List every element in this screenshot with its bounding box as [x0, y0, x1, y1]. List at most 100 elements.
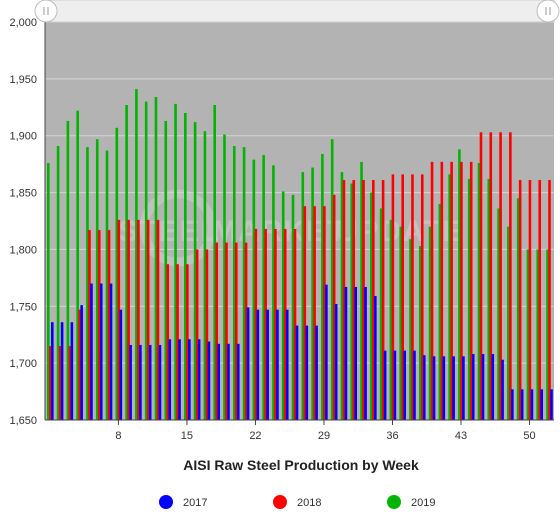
axes: 1,650 1,700 1,750 1,800 1,850 1,900 1,950 2,000… — [9, 17, 554, 442]
bar-2017-week-22 — [256, 309, 260, 420]
range-right-handle-knob — [536, 0, 560, 23]
bar-2017-week-39 — [422, 355, 426, 420]
legend-label: 2017 — [183, 497, 207, 509]
bar-2017-week-29 — [325, 284, 328, 420]
bar-2018-week-50 — [528, 180, 532, 420]
bar-2018-week-19 — [225, 242, 228, 420]
bar-2018-week-28 — [313, 206, 316, 420]
bar-2018-week-8 — [117, 219, 121, 420]
bar-2019-week-46 — [487, 178, 491, 420]
bar-2018-week-10 — [137, 219, 140, 420]
bar-2019-week-48 — [507, 226, 510, 420]
bar-2017-week-28 — [315, 325, 318, 420]
bar-2018-week-42 — [450, 161, 453, 420]
bar-2017-week-36 — [393, 350, 397, 420]
bar-2019-week-29 — [321, 153, 324, 420]
bar-2019-week-41 — [438, 203, 442, 420]
bar-2018-week-37 — [401, 174, 404, 420]
bar-2017-week-38 — [413, 350, 416, 420]
bar-2019-week-40 — [428, 226, 432, 420]
range-scrollbar[interactable] — [34, 0, 560, 23]
bar-2017-week-41 — [442, 356, 446, 420]
legend-marker — [159, 495, 173, 509]
bar-2018-week-39 — [420, 174, 424, 420]
watermark-word-market: MARKET — [212, 215, 346, 248]
bar-2019-week-32 — [350, 183, 354, 420]
bar-2019-week-21 — [242, 147, 246, 421]
bar-2019-week-4 — [76, 110, 79, 420]
bar-2017-week-48 — [511, 389, 514, 420]
bar-2018-week-17 — [205, 249, 209, 420]
bar-2019-week-1 — [47, 163, 50, 420]
bar-2017-week-52 — [550, 389, 553, 420]
bar-2018-week-4 — [78, 309, 81, 420]
bar-2019-week-11 — [144, 101, 148, 420]
bar-2019-week-50 — [526, 249, 530, 420]
bar-2018-week-5 — [88, 230, 91, 420]
bar-2019-week-24 — [272, 165, 275, 420]
range-left-handle[interactable] — [34, 0, 58, 23]
bar-2018-week-30 — [332, 194, 336, 420]
bar-2017-week-30 — [334, 304, 338, 420]
bar-2018-week-31 — [342, 180, 346, 420]
bar-2017-week-9 — [129, 344, 132, 420]
bar-2017-week-5 — [90, 283, 93, 420]
bar-2018-week-43 — [460, 161, 463, 420]
bar-2019-week-27 — [301, 172, 305, 420]
bar-2018-week-21 — [244, 242, 248, 420]
bars — [47, 89, 553, 421]
bar-2017-week-19 — [227, 343, 230, 420]
bar-2019-week-9 — [125, 105, 128, 421]
y-tick-label: 1,800 — [9, 244, 37, 256]
y-tick-label: 1,700 — [9, 358, 37, 370]
bar-2019-week-19 — [223, 134, 226, 420]
x-tick-label: 29 — [318, 430, 330, 442]
bar-2017-week-1 — [51, 322, 54, 420]
legend-label: 2019 — [411, 497, 435, 509]
bar-2017-week-40 — [432, 356, 436, 420]
bar-2017-week-27 — [305, 325, 309, 420]
x-tick-label: 43 — [455, 430, 467, 442]
bar-2018-week-52 — [548, 180, 551, 420]
range-right-handle[interactable] — [536, 0, 560, 23]
bar-2017-week-16 — [197, 339, 201, 420]
bar-2018-week-13 — [166, 264, 170, 420]
bar-2019-week-28 — [311, 167, 314, 420]
bar-2019-week-8 — [115, 127, 119, 421]
bar-2017-week-44 — [471, 354, 475, 420]
bar-2018-week-22 — [254, 228, 258, 420]
bar-2019-week-12 — [154, 97, 158, 421]
bar-2017-week-2 — [60, 322, 64, 420]
bar-2018-week-45 — [479, 132, 483, 420]
bar-2019-week-33 — [360, 161, 363, 420]
bar-2018-week-11 — [146, 219, 150, 420]
bar-2018-week-36 — [391, 174, 395, 420]
bar-2019-week-43 — [458, 149, 461, 421]
range-scrollbar-track — [47, 0, 555, 23]
bar-2018-week-12 — [156, 219, 160, 420]
bar-2019-week-30 — [330, 139, 334, 420]
bar-2018-week-7 — [107, 230, 111, 420]
bar-2018-week-27 — [303, 206, 307, 420]
bar-2019-week-52 — [546, 249, 549, 420]
bar-2017-week-6 — [99, 283, 103, 420]
bar-2017-week-4 — [80, 305, 83, 420]
bar-2018-week-41 — [440, 161, 444, 420]
y-tick-label: 2,000 — [9, 17, 37, 29]
bar-2017-week-13 — [168, 339, 172, 420]
bar-2018-week-2 — [58, 346, 62, 420]
bar-2019-week-36 — [389, 219, 393, 420]
bar-2017-week-3 — [70, 322, 74, 420]
bar-2019-week-3 — [66, 120, 70, 420]
bar-2019-week-14 — [174, 103, 177, 421]
bar-2019-week-10 — [135, 89, 138, 420]
legend-marker — [273, 495, 287, 509]
bar-2018-week-40 — [430, 161, 434, 420]
legend-item-2017: 2017 — [159, 495, 207, 509]
bar-2018-week-32 — [352, 180, 356, 420]
bar-2019-week-16 — [193, 122, 197, 420]
bar-2017-week-26 — [295, 325, 299, 420]
y-tick-label: 1,900 — [9, 131, 37, 143]
bar-2018-week-18 — [215, 242, 219, 420]
bar-2018-week-25 — [283, 228, 287, 420]
